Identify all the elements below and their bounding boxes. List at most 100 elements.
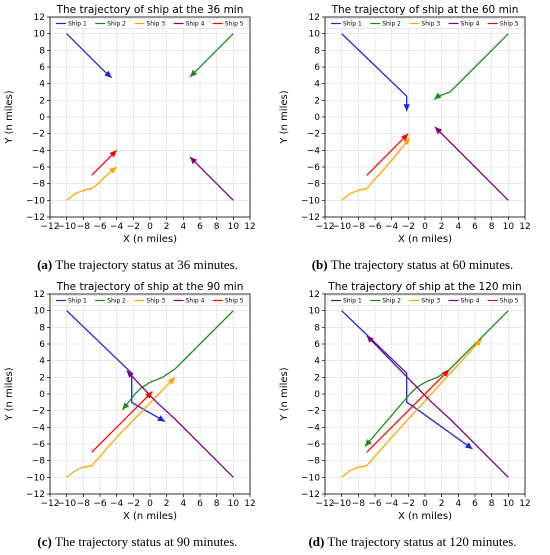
series-ship-2: [364, 310, 509, 447]
trajectory-line: [91, 391, 153, 453]
x-tick-label: −6: [368, 222, 382, 232]
legend-entry: Ship 5: [225, 298, 244, 305]
trajectory-line: [366, 133, 409, 176]
trajectory-arrowhead: [474, 339, 482, 347]
legend-entry: Ship 4: [461, 21, 480, 28]
y-tick-label: 0: [314, 390, 320, 400]
x-tick-label: 6: [472, 499, 478, 509]
y-tick-label: −4: [307, 423, 321, 433]
series-ship-5: [91, 391, 153, 453]
trajectory-arrowhead: [366, 335, 374, 343]
caption-text: The trajectory status at 36 minutes.: [52, 257, 238, 272]
trajectory-arrowhead: [403, 137, 410, 146]
trajectory-line: [121, 310, 234, 411]
legend-box: [326, 18, 524, 29]
trajectory-line: [189, 156, 234, 201]
legend: Ship 1 Ship 2 Ship 3 Ship 4 Ship 5: [51, 295, 249, 306]
legend-entry: Ship 5: [225, 21, 244, 28]
x-tick-label: 10: [228, 222, 240, 232]
caption-text: The trajectory status at 60 minutes.: [327, 257, 514, 272]
trajectory-line: [126, 370, 234, 478]
y-tick-label: 10: [309, 307, 321, 317]
x-tick-label: 4: [455, 222, 461, 232]
trajectory-arrowhead: [109, 150, 117, 158]
legend-entry: Ship 3: [421, 21, 440, 28]
series-ship-5: [366, 369, 450, 453]
y-tick-label: 12: [34, 13, 45, 23]
y-tick-label: −12: [301, 490, 320, 500]
legend-entry: Ship 2: [107, 21, 126, 28]
legend: Ship 1 Ship 2 Ship 3 Ship 4 Ship 5: [326, 295, 524, 306]
x-tick-label: 12: [244, 499, 255, 509]
x-tick-label: 10: [503, 222, 515, 232]
series-ship-4: [189, 156, 234, 201]
series-ship-3: [66, 376, 176, 478]
y-tick-label: −4: [307, 146, 321, 156]
x-tick-label: 0: [147, 499, 153, 509]
x-tick-label: −2: [402, 499, 415, 509]
y-tick-label: 2: [314, 373, 320, 383]
x-tick-label: 8: [214, 499, 220, 509]
plot-title: The trajectory of ship at the 60 min: [331, 4, 519, 16]
x-tick-label: 8: [214, 222, 220, 232]
x-tick-label: 10: [503, 499, 515, 509]
trajectory-arrowhead: [435, 127, 443, 135]
y-tick-label: −8: [307, 180, 321, 190]
trajectory-line: [66, 310, 166, 423]
caption-text: The trajectory status at 120 minutes.: [324, 534, 517, 549]
series-ship-1: [341, 33, 410, 112]
x-tick-label: 0: [422, 222, 428, 232]
legend-entry: Ship 3: [146, 21, 165, 28]
x-axis-label: X (n miles): [398, 511, 452, 522]
trajectory-arrowhead: [109, 167, 117, 174]
legend-entry: Ship 1: [343, 298, 362, 305]
plot-title: The trajectory of ship at the 90 min: [56, 281, 244, 293]
y-tick-label: −6: [32, 440, 46, 450]
y-tick-label: −10: [26, 196, 45, 206]
caption-a: (a) The trajectory status at 36 minutes.: [0, 257, 275, 273]
legend-box: [51, 18, 249, 29]
legend-entry: Ship 2: [382, 298, 401, 305]
x-axis-label: X (n miles): [123, 234, 177, 245]
x-tick-label: 2: [164, 222, 170, 232]
legend-entry: Ship 1: [343, 21, 362, 28]
y-tick-label: 6: [39, 63, 45, 73]
series-ship-5: [91, 149, 118, 176]
y-tick-label: −12: [26, 213, 45, 223]
y-tick-label: 8: [314, 46, 320, 56]
series-ship-1: [66, 310, 166, 423]
x-tick-label: 8: [489, 499, 495, 509]
chart-36-min: −12−10 −8 −6 −4 −2 0 2 4 6 8 10 12−12−10−8−6−4−2024…: [4, 4, 256, 245]
y-tick-label: 4: [314, 357, 320, 367]
y-tick-label: −2: [32, 407, 45, 417]
y-tick-label: −2: [32, 130, 45, 140]
legend-entry: Ship 5: [500, 298, 519, 305]
x-tick-label: −12: [41, 222, 60, 232]
series-ship-1: [66, 33, 113, 79]
legend-entry: Ship 4: [461, 298, 480, 305]
y-tick-label: 4: [314, 80, 320, 90]
trajectory-arrowhead: [365, 439, 372, 447]
x-tick-label: −6: [93, 222, 107, 232]
y-tick-label: −10: [301, 473, 320, 483]
trajectory-line: [366, 335, 509, 478]
trajectory-line: [366, 369, 450, 453]
y-tick-label: −2: [307, 130, 320, 140]
series-ship-2: [121, 310, 234, 411]
x-axis-label: X (n miles): [398, 234, 452, 245]
legend-entry: Ship 5: [500, 21, 519, 28]
series-ship-5: [366, 133, 409, 176]
legend-entry: Ship 3: [421, 298, 440, 305]
y-tick-label: 4: [39, 357, 45, 367]
trajectory-arrowhead: [104, 70, 112, 78]
trajectory-arrowhead: [434, 92, 442, 100]
trajectory-arrowhead: [464, 442, 473, 449]
y-tick-label: −4: [32, 146, 46, 156]
legend: Ship 1 Ship 2 Ship 3 Ship 4 Ship 5: [51, 18, 249, 29]
trajectory-line: [66, 33, 113, 79]
trajectory-arrowhead: [190, 69, 198, 77]
x-tick-label: 2: [439, 222, 445, 232]
trajectory-line: [364, 310, 509, 447]
y-tick-label: 8: [314, 323, 320, 333]
trajectory-line: [341, 338, 483, 478]
